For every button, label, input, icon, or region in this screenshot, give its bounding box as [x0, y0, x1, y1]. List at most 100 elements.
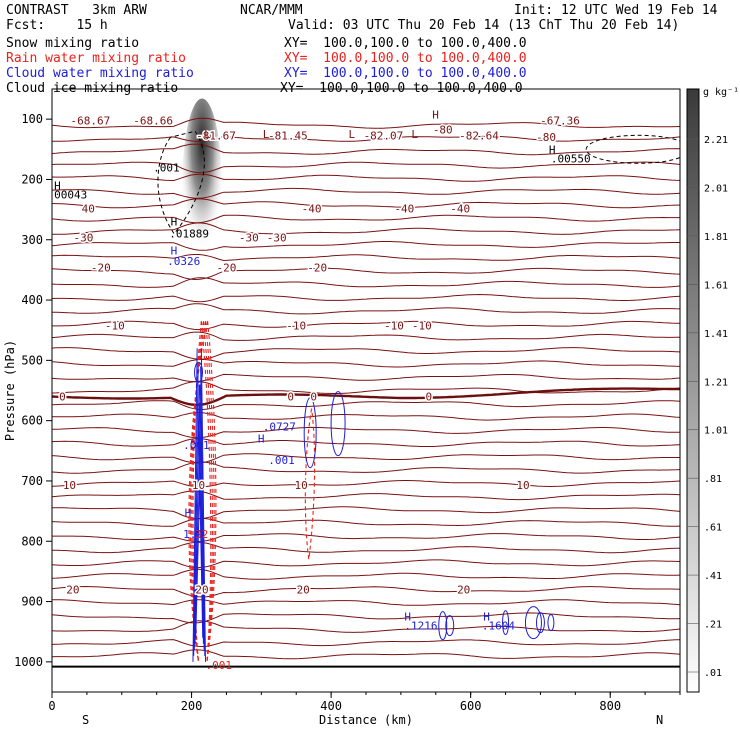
- x-tick-label: 800: [599, 699, 621, 713]
- extremum-label: L: [349, 128, 356, 141]
- isotherm-line: [52, 277, 680, 288]
- isotherm-label: -30: [73, 231, 93, 244]
- field-xy-rain: XY= 100.0,100.0 to 100.0,400.0: [284, 51, 527, 66]
- isotherm-label: -10: [412, 319, 432, 332]
- isotherm-label: 20: [457, 583, 470, 596]
- isotherm-line: [52, 438, 680, 447]
- extremum-label: .0326: [167, 255, 200, 268]
- isotherm-line: [52, 490, 680, 501]
- isotherm-label: 0: [310, 391, 317, 404]
- y-axis-title: Pressure (hPa): [3, 340, 17, 441]
- south-end-label: S: [82, 713, 89, 727]
- x-tick-label: 0: [48, 699, 55, 713]
- colorbar-label: .21: [704, 620, 722, 631]
- north-end-label: N: [656, 713, 663, 727]
- forecast-hour: Fcst: 15 h: [6, 18, 108, 33]
- isotherm-line: [52, 517, 680, 527]
- isotherm-line: [52, 639, 680, 648]
- x-tick-label: 600: [460, 699, 482, 713]
- x-tick-label: 400: [320, 699, 342, 713]
- colorbar-label: 1.21: [704, 377, 728, 388]
- isotherm-line: [52, 612, 680, 624]
- extremum-label: 00043: [54, 189, 87, 202]
- isotherm-line: [52, 173, 680, 182]
- isotherm-label: 0: [425, 391, 432, 404]
- isotherm-label: -10: [105, 319, 125, 332]
- colorbar-label: 1.41: [704, 329, 728, 340]
- cloud-water-contour: [193, 366, 206, 656]
- cloud-water-contour: [535, 612, 545, 634]
- extremum-label: H: [185, 506, 192, 519]
- y-tick-label: 300: [21, 233, 43, 247]
- isotherm-line: [52, 358, 680, 368]
- cloud-water-contour: [194, 361, 204, 383]
- isotherm-label: -10: [384, 319, 404, 332]
- isotherm-label: -20: [217, 261, 237, 274]
- colorbar-label: .41: [704, 571, 722, 582]
- cloud-water-contour: [192, 348, 207, 662]
- isotherm-line: [52, 117, 680, 129]
- isotherm-label: 0: [287, 391, 294, 404]
- isotherm-line: [52, 541, 680, 554]
- cloud-water-contour: [303, 397, 317, 469]
- isotherm-line: [52, 187, 680, 199]
- isotherm-line: [52, 412, 680, 421]
- extremum-label: H: [404, 611, 411, 624]
- isotherm-label: -82.07: [364, 129, 404, 142]
- extremum-label: H: [483, 611, 490, 624]
- isotherm-line: [52, 480, 680, 488]
- isotherm-line: [52, 320, 680, 331]
- isotherm-line: [52, 267, 680, 281]
- isotherm-line: [52, 331, 680, 341]
- isotherm-line: [52, 135, 680, 142]
- init-time: Init: 12 UTC Wed 19 Feb 14: [514, 3, 718, 18]
- isotherm-line: [52, 533, 680, 543]
- isotherm-line: [52, 400, 680, 411]
- colorbar-unit: g kg⁻¹: [703, 87, 739, 98]
- cloud-water-contour: [330, 391, 346, 457]
- isotherm-label: -81.67: [196, 129, 236, 142]
- isotherm-line: [52, 426, 680, 439]
- isotherm-label: -81.45: [268, 129, 308, 142]
- extremum-label: H: [54, 179, 61, 192]
- isotherm-label: -30: [239, 231, 259, 244]
- extremum-label: .001: [183, 439, 210, 452]
- x-tick-label: 200: [181, 699, 203, 713]
- ice-contour: [585, 134, 680, 164]
- org-title: NCAR/MMM: [240, 3, 303, 18]
- colorbar-label: 1.81: [704, 232, 728, 243]
- extremum-label: .01889: [169, 228, 209, 241]
- isotherm-label: -80: [536, 131, 556, 144]
- colorbar-label: .01: [704, 668, 722, 679]
- colorbar-label: .61: [704, 523, 722, 534]
- extremum-label: H: [171, 216, 178, 229]
- isotherm-label: -82.64: [459, 129, 499, 142]
- isotherm-line: [52, 214, 680, 224]
- isotherm-line: [52, 559, 680, 569]
- ice-contour: [157, 130, 205, 235]
- snow-shading: [182, 98, 223, 279]
- isotherm-label: -40: [394, 202, 414, 215]
- extremum-label: 32: [195, 528, 208, 541]
- colorbar-label: 1.01: [704, 426, 728, 437]
- isotherm-label: 20: [66, 583, 79, 596]
- colorbar-label: 2.21: [704, 135, 728, 146]
- isotherm-label: 20: [297, 583, 310, 596]
- cloud-water-contour: [547, 614, 555, 632]
- isotherm-line: [52, 222, 680, 235]
- y-tick-label: 200: [21, 172, 43, 186]
- isotherm-line: [52, 599, 680, 606]
- isotherm-label: -67.36: [540, 114, 580, 127]
- colorbar-label: 2.01: [704, 183, 728, 194]
- isotherm-label: 10: [294, 479, 307, 492]
- isotherm-label: -40: [450, 202, 470, 215]
- extremum-label: H: [171, 245, 178, 258]
- isotherm-line: [52, 198, 680, 209]
- isotherm-label: -68.66: [133, 114, 173, 127]
- isotherm-line: [52, 293, 680, 303]
- extremum-label: H: [258, 433, 265, 446]
- y-tick-label: 500: [21, 353, 43, 367]
- cloud-water-contour: [438, 611, 448, 641]
- y-tick-label: 600: [21, 414, 43, 428]
- colorbar-label: 1.61: [704, 280, 728, 291]
